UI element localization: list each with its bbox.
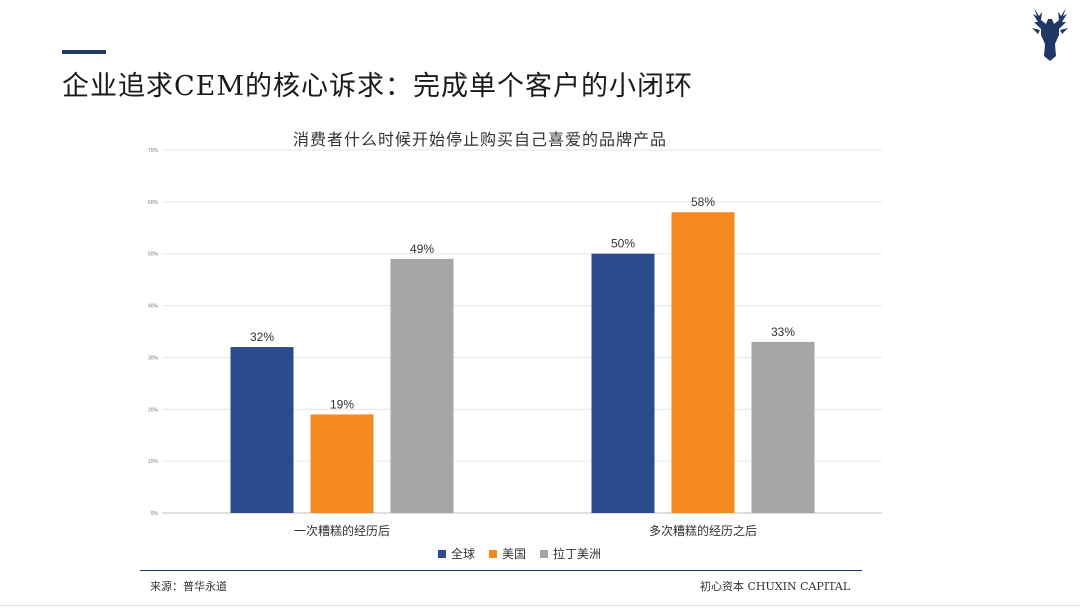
data-label: 19% xyxy=(330,397,354,411)
y-tick-label: 20% xyxy=(148,407,159,413)
data-label: 50% xyxy=(611,237,635,251)
chart-legend: 全球 美国 拉丁美洲 xyxy=(438,545,601,562)
y-tick-label: 60% xyxy=(148,200,159,206)
page-title: 企业追求CEM的核心诉求：完成单个客户的小闭环 xyxy=(62,71,694,102)
category-label: 一次糟糕的经历后 xyxy=(294,523,390,538)
legend-item: 拉丁美洲 xyxy=(540,545,601,562)
legend-label: 拉丁美洲 xyxy=(553,547,602,561)
legend-label: 全球 xyxy=(451,547,476,561)
legend-label: 美国 xyxy=(502,547,527,561)
category-label: 多次糟糕的经历之后 xyxy=(649,523,757,538)
data-label: 58% xyxy=(691,195,715,209)
page-bottom-divider xyxy=(0,605,1080,606)
bar xyxy=(310,414,374,513)
y-tick-label: 0% xyxy=(151,511,159,517)
y-tick-label: 70% xyxy=(148,148,159,154)
legend-item: 全球 xyxy=(438,545,475,562)
data-label: 33% xyxy=(771,325,795,339)
y-tick-label: 50% xyxy=(148,252,159,258)
data-label: 32% xyxy=(250,330,274,344)
y-tick-label: 30% xyxy=(148,355,159,361)
bar xyxy=(591,253,655,513)
y-tick-label: 40% xyxy=(148,304,159,310)
title-accent-rule xyxy=(62,50,106,54)
footer-brand: 初心资本 CHUXIN CAPITAL xyxy=(700,580,851,593)
bar xyxy=(671,212,735,513)
deer-head-icon xyxy=(1032,8,1068,61)
data-label: 49% xyxy=(410,242,434,256)
bar xyxy=(230,347,294,513)
bar xyxy=(390,258,454,513)
y-tick-label: 10% xyxy=(148,459,159,465)
legend-swatch xyxy=(540,549,549,558)
bar xyxy=(751,341,815,513)
chart-title: 消费者什么时候开始停止购买自己喜爱的品牌产品 xyxy=(292,130,667,149)
legend-item: 美国 xyxy=(489,545,526,562)
legend-swatch xyxy=(489,549,498,558)
source-note: 来源：普华永道 xyxy=(150,580,227,593)
footer-rule xyxy=(140,570,862,571)
legend-swatch xyxy=(438,549,446,558)
